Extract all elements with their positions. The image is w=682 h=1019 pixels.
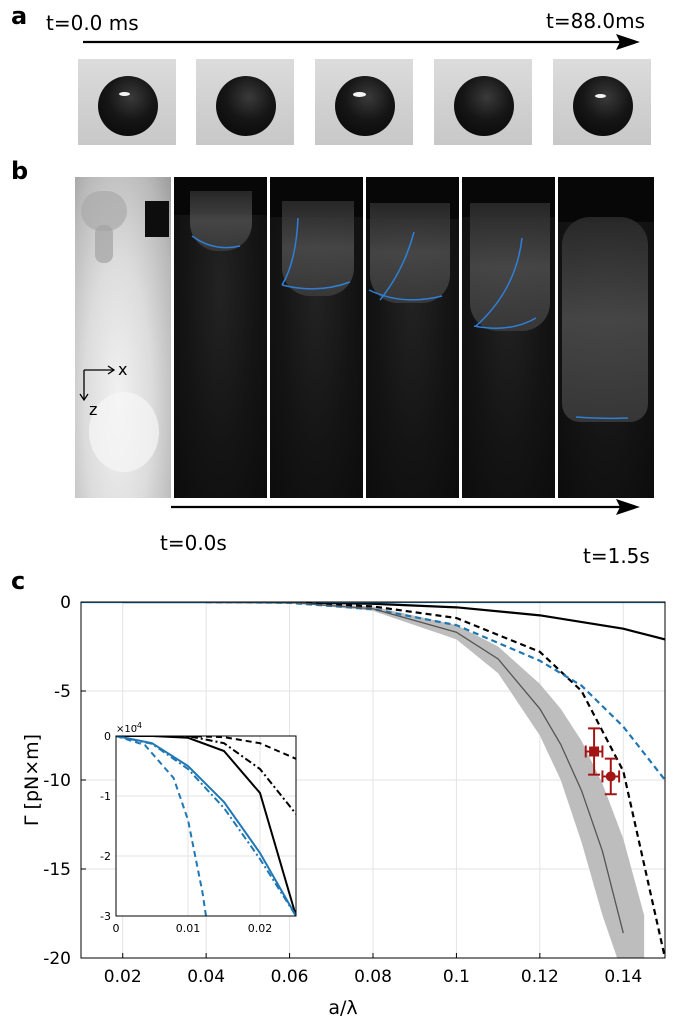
axis-indicator [79,365,116,402]
panel-c-letter: c [11,567,26,595]
series-line [206,602,665,781]
overview-frame [75,177,171,498]
y-tick-label: -20 [43,949,71,969]
y-tick-label: -15 [43,860,71,880]
interface-curve [191,235,241,249]
interface-curves [191,217,629,420]
droplet-glint [353,92,366,97]
drop-frame-1 [78,59,176,145]
inset-background [116,736,296,916]
panel-b-time-start: t=0.0s [160,531,227,555]
inset-series [116,736,296,916]
x-tick-label: 0.04 [187,967,225,987]
inset-y-tick-label: 0 [104,730,111,743]
inset-y-tick-label: -2 [100,850,111,863]
inset-x-tick-label: 0 [113,922,120,935]
jet-column [562,217,648,422]
interface-curve [575,416,629,420]
overview-flask-stem [95,225,113,263]
inset-y-tick-label: -3 [100,910,111,923]
x-tick-label: 0.14 [604,967,642,987]
jet-frame-4 [462,177,555,498]
droplet [335,76,395,136]
overview-flask-shadow [81,191,127,231]
x-tick-label: 0.02 [104,967,142,987]
inset-series-line [116,736,296,916]
panel-b-arrow-head [616,499,640,515]
droplet-glint [595,94,606,98]
inset-series-line [116,736,296,916]
overview-nozzle [145,201,169,237]
x-tick-label: 0.06 [271,967,309,987]
uncertainty-band [122,602,645,958]
inset-series-line [116,736,207,916]
droplet-glint [119,92,130,96]
panel-a-time-end: t=88.0ms [546,9,646,33]
jet-frame-5 [558,177,654,498]
interface-curve [368,289,443,301]
jet-column [470,203,550,331]
droplet [454,76,514,136]
panel-b-letter: b [11,157,29,185]
inset-exponent-power: -4 [134,721,142,730]
axis-z-label: z [89,400,98,419]
inset-x-tick-label: 0.02 [248,922,273,935]
x-tick-label: 0.1 [443,967,470,987]
interface-overlay [79,217,640,515]
inset-y-tick-label: -1 [100,790,111,803]
drop-frame-3 [315,59,413,145]
droplet [98,76,158,136]
jet-frame-3 [366,177,459,498]
interface-curve [281,217,299,286]
x-tick-label: 0.12 [521,967,559,987]
inset-exponent-label: ×10 [116,724,137,735]
y-axis-label: Γ [pN×m] [21,734,43,826]
series-line [122,602,665,641]
panel-c-chart: 0.02 0.04 0.06 0.08 0.1 0.12 0.140-5-10-15-20a… [21,593,666,1019]
panel-a-time-arrow [83,34,640,50]
drop-frame-2 [196,59,294,145]
x-axis-label: a/λ [328,997,357,1019]
axis-x-label: x [118,360,128,379]
overview-glare [89,392,159,472]
panel-a-letter: a [11,2,28,30]
y-tick-label: -5 [54,682,71,702]
jet-frame-2 [270,177,363,498]
interface-curve [473,317,537,329]
plot-frame [80,601,666,959]
panel-b-time-end: t=1.5s [583,544,650,568]
y-tick-label: 0 [60,593,71,613]
interface-curve [379,231,415,301]
panel-a-time-start: t=0.0 ms [46,11,139,35]
data-point-circle [605,771,616,782]
jet-column [370,203,450,303]
jet-frame-1 [174,177,267,498]
inset-frame [115,735,297,917]
drop-frame-5 [553,59,651,145]
inset-x-tick-label: 0.01 [176,922,201,935]
interface-curve [281,281,351,290]
data-point-square [589,746,600,757]
nozzle [558,177,654,222]
droplet [216,76,276,136]
drop-frame-4 [434,59,532,145]
interface-curve [475,237,523,327]
y-tick-label: -10 [43,771,71,791]
droplet [573,76,633,136]
inset-series-line [116,736,296,815]
x-tick-label: 0.08 [354,967,392,987]
